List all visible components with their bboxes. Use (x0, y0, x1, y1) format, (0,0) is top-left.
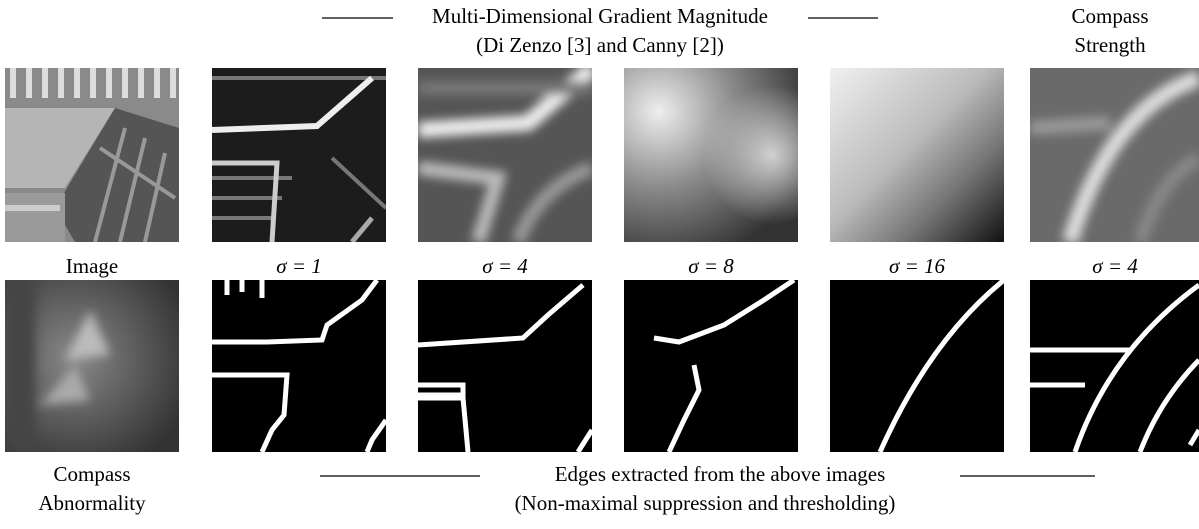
edges-sigma-1 (212, 280, 386, 452)
compass-abnormality (5, 280, 179, 452)
compass-strength (1030, 68, 1199, 242)
gradient-sigma-4 (418, 68, 592, 242)
column-label: Image (66, 254, 118, 278)
header-title: Multi-Dimensional Gradient Magnitude (432, 4, 768, 28)
footer-subtitle: (Non-maximal suppression and thresholdin… (515, 491, 896, 515)
gradient-sigma-16 (830, 68, 1004, 242)
edges-sigma-8 (624, 280, 798, 452)
header-subtitle: (Di Zenzo [3] and Canny [2]) (476, 33, 724, 57)
compass-header: Strength (1074, 33, 1146, 57)
column-label: σ = 16 (889, 254, 946, 278)
footer-title: Edges extracted from the above images (555, 462, 886, 486)
column-label: σ = 4 (482, 254, 528, 278)
row-label: Abnormality (38, 491, 146, 515)
edges-sigma-16 (830, 280, 1004, 452)
gradient-sigma-8 (624, 68, 798, 242)
edges-sigma-4 (418, 280, 592, 452)
column-label: σ = 1 (276, 254, 322, 278)
gradient-sigma-1 (212, 68, 386, 242)
edges-compass (1030, 280, 1199, 452)
row-label: Compass (53, 462, 130, 486)
figure: Multi-Dimensional Gradient Magnitude (Di… (0, 0, 1199, 529)
column-label: σ = 8 (688, 254, 734, 278)
compass-header: Compass (1071, 4, 1148, 28)
column-label: σ = 4 (1092, 254, 1138, 278)
input-image (5, 68, 179, 242)
